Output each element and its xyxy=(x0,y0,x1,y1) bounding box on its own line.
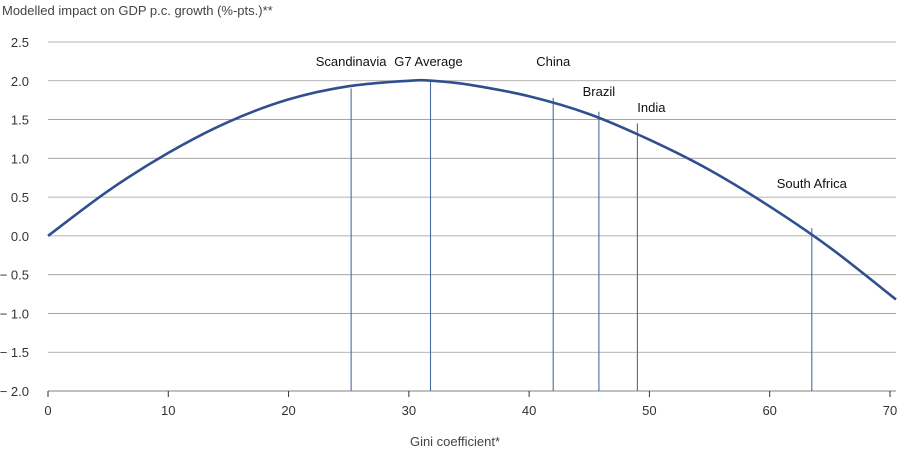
y-tick-labels: 2.5 2.0 1.5 1.0 0.5 0.0 − 0.5 − 1.0 − 1.5 − 2.0 xyxy=(0,35,29,399)
x-tick-label: 0 xyxy=(44,403,51,418)
country-labels: Scandinavia G7 Average China Brazil India Sou… xyxy=(316,54,848,191)
annotation-label: Brazil xyxy=(583,84,616,99)
x-tick-label: 60 xyxy=(762,403,776,418)
annotation-label: G7 Average xyxy=(394,54,462,69)
y-tick-label: 0.0 xyxy=(11,229,29,244)
y-tick-label: 2.5 xyxy=(11,35,29,50)
y-tick-label: 1.0 xyxy=(11,151,29,166)
y-axis-label: Modelled impact on GDP p.c. growth (%-pt… xyxy=(2,3,273,18)
x-tick-label: 10 xyxy=(161,403,175,418)
annotation-label: India xyxy=(637,100,666,115)
gridlines xyxy=(48,41,896,392)
annotation-label: Scandinavia xyxy=(316,54,388,69)
y-tick-label: 2.0 xyxy=(11,74,29,89)
x-tick-label: 30 xyxy=(402,403,416,418)
country-markers xyxy=(350,80,813,391)
y-tick-label: − 0.5 xyxy=(0,268,29,283)
x-axis-label: Gini coefficient* xyxy=(410,434,500,449)
x-tick-label: 70 xyxy=(883,403,897,418)
annotation-label: China xyxy=(536,54,571,69)
y-tick-label: 0.5 xyxy=(11,190,29,205)
y-tick-label: 1.5 xyxy=(11,113,29,128)
y-tick-label: − 2.0 xyxy=(0,384,29,399)
x-tick-label: 20 xyxy=(281,403,295,418)
series-line xyxy=(47,78,897,301)
x-tick-label: 50 xyxy=(642,403,656,418)
annotation-label: South Africa xyxy=(777,176,848,191)
x-tick-label: 40 xyxy=(522,403,536,418)
y-tick-label: − 1.0 xyxy=(0,306,29,321)
y-tick-label: − 1.5 xyxy=(0,345,29,360)
x-tick-labels: 0 10 20 30 40 50 60 70 xyxy=(44,391,897,418)
